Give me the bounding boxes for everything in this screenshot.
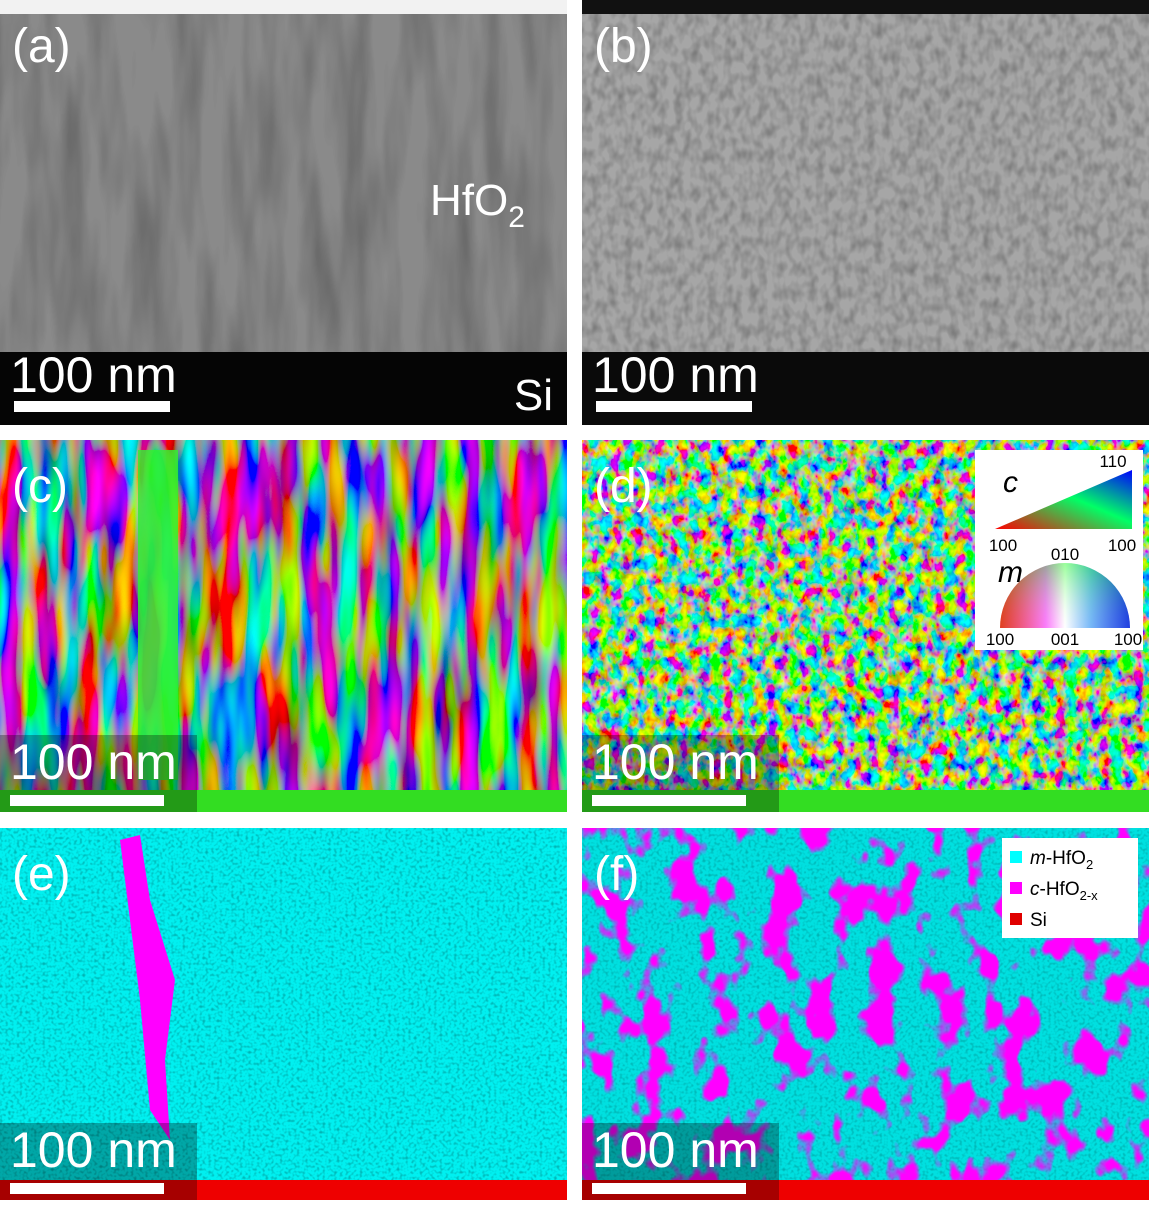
scale-bar bbox=[10, 795, 164, 806]
si-substrate bbox=[0, 352, 567, 425]
panel-e bbox=[0, 828, 567, 1200]
legend-text: -HfO bbox=[1040, 879, 1080, 900]
scale-bar-label: 100 nm bbox=[10, 347, 177, 403]
film-label-sub: 2 bbox=[508, 201, 525, 234]
substrate-label: Si bbox=[514, 371, 553, 420]
legend-text: -HfO bbox=[1046, 848, 1086, 869]
scale-bar-label: 100 nm bbox=[592, 734, 759, 790]
labels: (a) 100 nm (b) 100 nm (c) 100 nm (d) 100 nm (e) 1… bbox=[10, 20, 1142, 1178]
scale-bar bbox=[10, 1183, 164, 1194]
legend-sub: 2 bbox=[1086, 857, 1093, 872]
panel-c bbox=[0, 440, 567, 812]
texture bbox=[0, 0, 567, 352]
legend-entry: m-HfO2 bbox=[1030, 848, 1093, 872]
legend-swatch bbox=[1010, 913, 1022, 925]
legend-italic: c bbox=[1030, 879, 1040, 900]
panel-label: (a) bbox=[12, 20, 71, 73]
key-label: 010 bbox=[1051, 545, 1079, 564]
key-symbol: m bbox=[998, 556, 1023, 589]
key-label: 110 bbox=[1099, 452, 1126, 471]
panel-label: (d) bbox=[594, 460, 653, 513]
key-label: 001 bbox=[1051, 630, 1079, 649]
surface bbox=[0, 0, 567, 14]
legend-sub: 2-x bbox=[1080, 888, 1099, 903]
legend-entry: Si bbox=[1030, 910, 1047, 931]
scale-bar-label: 100 nm bbox=[592, 347, 759, 403]
texture bbox=[582, 0, 1149, 352]
cubic-grain bbox=[120, 835, 175, 1140]
scale-bar-label: 100 nm bbox=[592, 1122, 759, 1178]
key-label: 100 bbox=[986, 630, 1014, 649]
legend-swatch bbox=[1010, 851, 1022, 863]
phase-legend bbox=[1002, 838, 1138, 938]
film-label: HfO2 bbox=[430, 176, 525, 234]
orientation-map bbox=[0, 440, 567, 790]
si-substrate bbox=[582, 352, 1149, 425]
legend-swatch bbox=[1010, 882, 1022, 894]
panel-f bbox=[582, 828, 1149, 1200]
key-label: 100 bbox=[989, 536, 1017, 555]
scale-bar bbox=[14, 401, 170, 412]
key-label: 100 bbox=[1114, 630, 1142, 649]
scale-bar bbox=[592, 795, 746, 806]
panel-label: (e) bbox=[12, 848, 71, 901]
surface bbox=[582, 0, 1149, 14]
panel-label: (b) bbox=[594, 20, 653, 73]
cubic-triangle bbox=[995, 470, 1132, 529]
key-label: 100 bbox=[1108, 536, 1136, 555]
panel-label: (c) bbox=[12, 460, 68, 513]
panel-b bbox=[582, 0, 1149, 425]
legend-text: Si bbox=[1030, 910, 1047, 931]
legend-entry: c-HfO2-x bbox=[1030, 879, 1098, 903]
scale-bar bbox=[592, 1183, 746, 1194]
scale-bar-label: 100 nm bbox=[10, 734, 177, 790]
key-symbol: c bbox=[1003, 466, 1018, 499]
panel-d bbox=[582, 440, 1149, 812]
texture bbox=[0, 828, 567, 1180]
film-label-base: HfO bbox=[430, 176, 508, 225]
panel-a bbox=[0, 0, 567, 425]
grain bbox=[138, 450, 178, 780]
panel-label: (f) bbox=[594, 848, 639, 901]
scale-bar-label: 100 nm bbox=[10, 1122, 177, 1178]
scale-bar bbox=[596, 401, 752, 412]
legend-italic: m bbox=[1030, 848, 1046, 869]
monoclinic-shade bbox=[1000, 563, 1130, 628]
